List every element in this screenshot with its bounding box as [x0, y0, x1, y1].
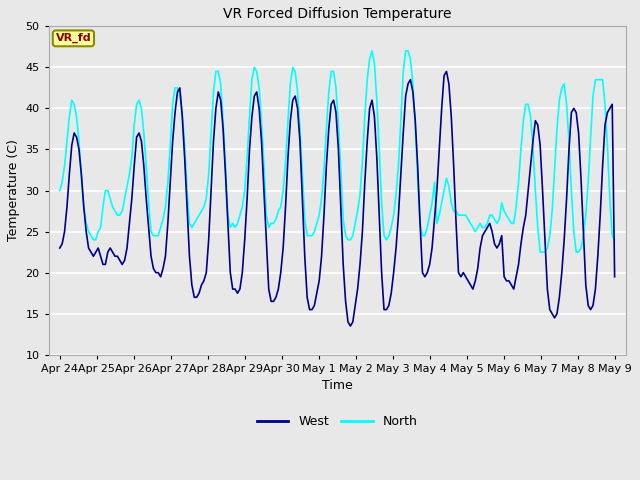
Text: VR_fd: VR_fd	[56, 33, 92, 44]
North	[611, 237, 618, 243]
West	[611, 274, 618, 280]
West	[132, 134, 140, 140]
Line: North: North	[60, 51, 614, 252]
Legend: West, North: West, North	[252, 410, 422, 433]
North	[536, 249, 544, 255]
Y-axis label: Temperature (C): Temperature (C)	[7, 140, 20, 241]
North	[368, 48, 376, 54]
North	[200, 204, 208, 210]
North	[106, 196, 114, 202]
West	[229, 286, 237, 292]
North	[229, 220, 237, 226]
North	[132, 101, 140, 107]
Line: West: West	[60, 72, 614, 326]
North	[56, 188, 63, 193]
North	[599, 77, 607, 83]
X-axis label: Time: Time	[322, 379, 353, 392]
West	[102, 262, 109, 267]
West	[599, 163, 607, 169]
North	[102, 188, 109, 193]
West	[56, 245, 63, 251]
West	[443, 69, 451, 74]
West	[106, 245, 114, 251]
West	[346, 323, 354, 329]
West	[200, 278, 208, 284]
Title: VR Forced Diffusion Temperature: VR Forced Diffusion Temperature	[223, 7, 451, 21]
